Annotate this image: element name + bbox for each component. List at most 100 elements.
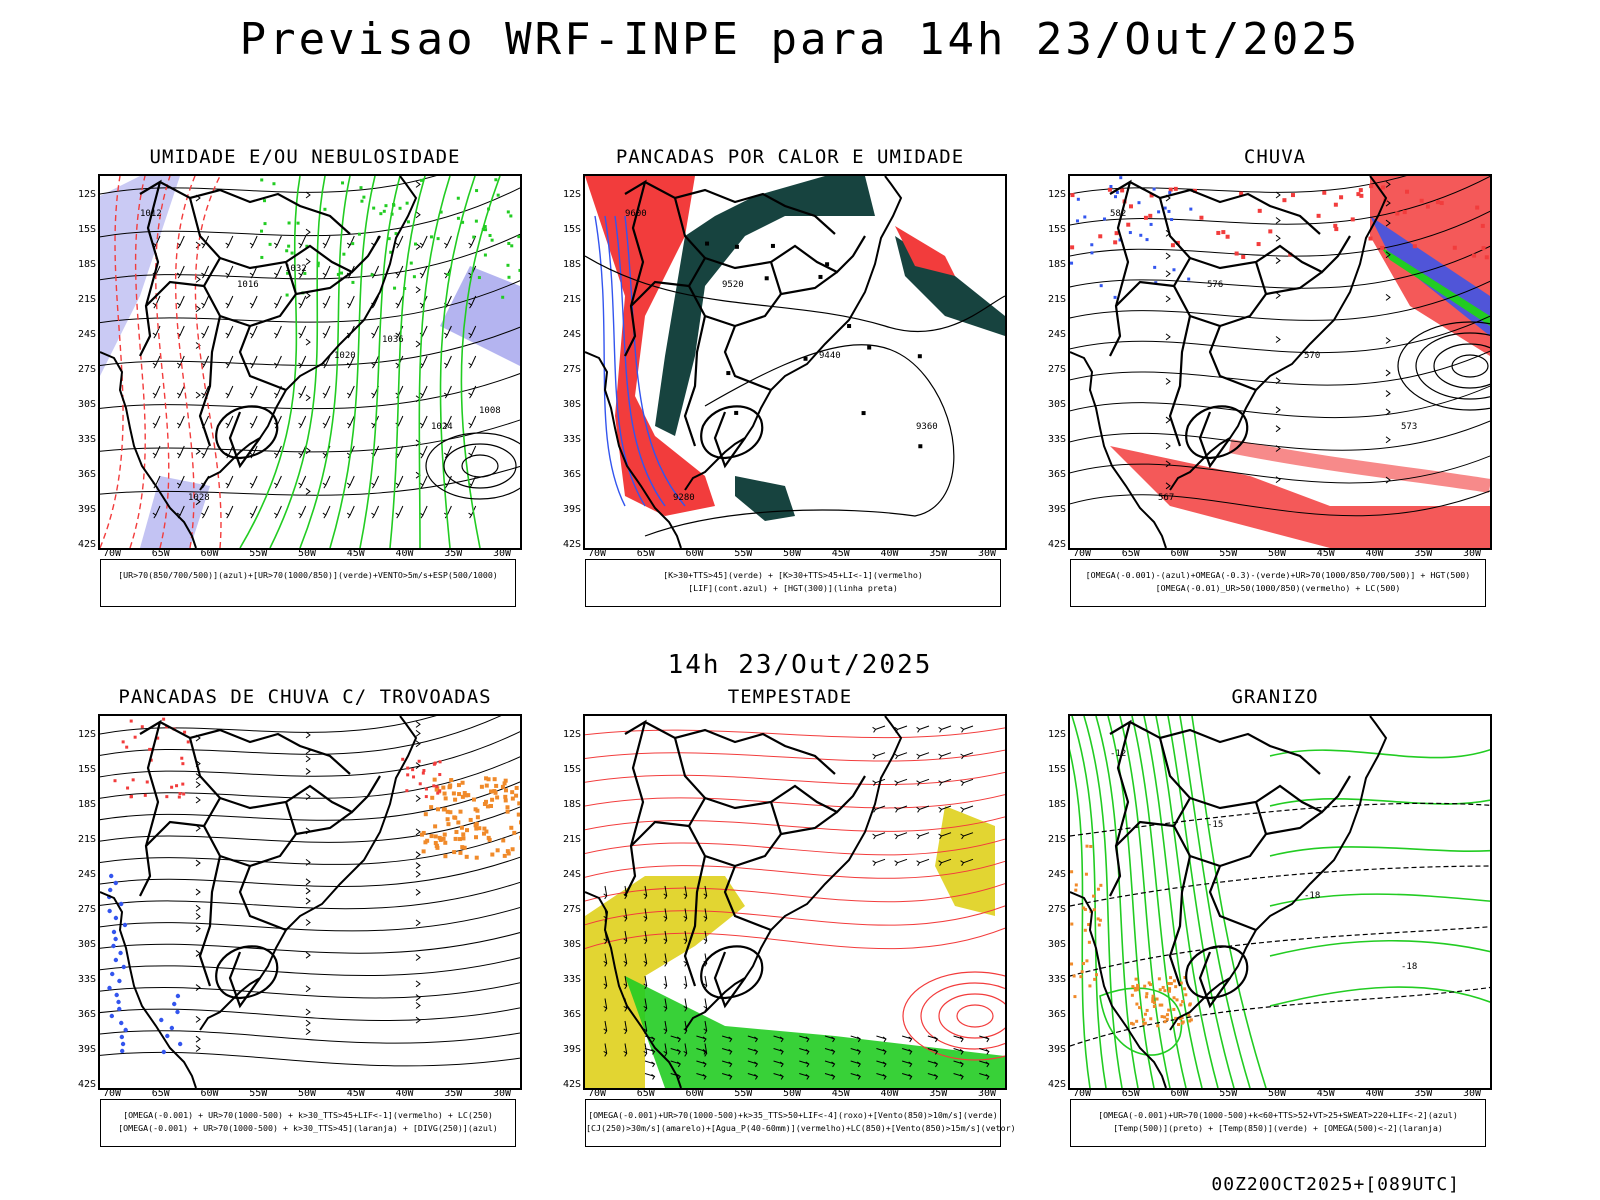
- lon-tick-label: 35W: [929, 548, 948, 559]
- legend-line: [K>30+TTS>45](verde) + [K>30+TTS>45+LI<-…: [663, 570, 923, 580]
- weather-map-chuva: 582 576 570 573 567: [1070, 176, 1490, 548]
- lat-tick-label: 36S: [562, 469, 581, 480]
- lon-tick-label: 65W: [636, 548, 655, 559]
- lat-tick-label: 18S: [1047, 799, 1066, 810]
- lat-tick-label: 15S: [77, 224, 96, 235]
- lon-tick-label: 65W: [151, 1088, 170, 1099]
- lat-tick-label: 12S: [562, 189, 581, 200]
- contour-value-label: 1008: [479, 406, 501, 416]
- lat-tick-label: 39S: [77, 1044, 96, 1055]
- lat-tick-label: 33S: [1047, 434, 1066, 445]
- map-canvas: -12 -15 -18 -18: [1068, 714, 1492, 1090]
- legend-line: [CJ(250)>30m/s](amarelo)+[Agua_P(40-60mm…: [586, 1123, 1016, 1133]
- panel-title: CHUVA: [1243, 146, 1307, 168]
- lat-tick-label: 36S: [1047, 1009, 1066, 1020]
- panel-title: GRANIZO: [1231, 686, 1319, 708]
- legend-line: [UR>70(850/700/500)](azul)+[UR>70(1000/8…: [118, 570, 498, 580]
- lon-tick-label: 35W: [444, 548, 463, 559]
- lon-tick-label: 35W: [1414, 1088, 1433, 1099]
- lat-tick-label: 18S: [1047, 259, 1066, 270]
- lon-tick-label: 55W: [1219, 548, 1238, 559]
- contour-value-label: 570: [1304, 351, 1320, 361]
- run-timestamp: 00Z20OCT2025+[089UTC]: [1211, 1174, 1460, 1195]
- lon-tick-label: 55W: [1219, 1088, 1238, 1099]
- lat-tick-label: 27S: [1047, 904, 1066, 915]
- lon-tick-label: 60W: [200, 1088, 219, 1099]
- lat-tick-label: 24S: [1047, 869, 1066, 880]
- lon-tick-label: 30W: [1462, 548, 1482, 559]
- lat-tick-label: 36S: [77, 469, 96, 480]
- contour-value-label: 9280: [673, 493, 695, 503]
- lat-tick-label: 24S: [562, 329, 581, 340]
- lon-tick-label: 50W: [1267, 548, 1287, 559]
- panel-title: TEMPESTADE: [727, 686, 853, 708]
- lat-tick-label: 36S: [77, 1009, 96, 1020]
- lon-tick-label: 45W: [346, 1088, 365, 1099]
- lon-tick-label: 55W: [734, 1088, 753, 1099]
- map-panel-umidade: UMIDADE E/OU NEBULOSIDADE 12S 15S 18S 21S 24S…: [70, 146, 540, 636]
- lat-tick-label: 21S: [562, 834, 581, 845]
- lat-tick-label: 21S: [77, 834, 96, 845]
- lon-tick-label: 45W: [1316, 548, 1335, 559]
- lon-tick-label: 40W: [1365, 548, 1384, 559]
- weather-map-tempestade: [585, 716, 1005, 1088]
- contour-value-label: 582: [1110, 209, 1126, 219]
- main-title: Previsao WRF-INPE para 14h 23/Out/2025: [239, 14, 1361, 65]
- lat-tick-label: 18S: [562, 799, 581, 810]
- map-panel-chuva: CHUVA 12S 15S 18S 21S 24S 27S 30S 33S 36S 39S 42S 70…: [1040, 146, 1510, 636]
- legend-line: [OMEGA(-0.001) + UR>70(1000-500) + k>30_…: [118, 1123, 498, 1133]
- map-panel-pancadas-trovoadas: PANCADAS DE CHUVA C/ TROVOADAS 12S 15S 18S 2…: [70, 686, 540, 1176]
- lon-tick-label: 65W: [1121, 1088, 1140, 1099]
- lat-tick-label: 30S: [1047, 939, 1066, 950]
- lat-tick-label: 12S: [77, 189, 96, 200]
- lon-tick-label: 45W: [1316, 1088, 1335, 1099]
- lat-tick-label: 15S: [562, 224, 581, 235]
- contour-value-label: 567: [1158, 493, 1174, 503]
- lon-tick-label: 30W: [492, 1088, 512, 1099]
- lon-tick-label: 65W: [636, 1088, 655, 1099]
- lat-tick-label: 15S: [1047, 764, 1066, 775]
- contour-value-label: 576: [1207, 280, 1223, 290]
- panel-title: UMIDADE E/OU NEBULOSIDADE: [149, 146, 461, 168]
- weather-map-granizo: -12 -15 -18 -18: [1070, 716, 1490, 1088]
- panel-title: PANCADAS DE CHUVA C/ TROVOADAS: [118, 686, 492, 708]
- lat-tick-label: 39S: [77, 504, 96, 515]
- lat-tick-label: 15S: [1047, 224, 1066, 235]
- lat-tick-label: 18S: [77, 799, 96, 810]
- lon-tick-label: 40W: [880, 548, 899, 559]
- map-canvas: 582 576 570 573 567: [1068, 174, 1492, 550]
- lat-tick-label: 33S: [77, 434, 96, 445]
- lon-tick-label: 60W: [685, 1088, 704, 1099]
- lat-tick-label: 21S: [562, 294, 581, 305]
- lon-tick-label: 70W: [1072, 1088, 1092, 1099]
- contour-value-label: 1012: [140, 209, 162, 219]
- panel-legend: [UR>70(850/700/500)](azul)+[UR>70(1000/8…: [100, 559, 516, 607]
- contour-value-label: -18: [1401, 962, 1417, 972]
- lon-tick-label: 70W: [587, 1088, 607, 1099]
- lat-tick-label: 24S: [1047, 329, 1066, 340]
- lon-tick-label: 50W: [297, 1088, 317, 1099]
- lat-tick-label: 36S: [562, 1009, 581, 1020]
- lat-tick-label: 42S: [1047, 539, 1066, 550]
- lat-tick-label: 15S: [77, 764, 96, 775]
- panel-legend: [OMEGA(-0.001)+UR>70(1000-500)+k<60+TTS>…: [1070, 1099, 1486, 1147]
- lat-tick-label: 24S: [77, 329, 96, 340]
- lon-tick-label: 60W: [200, 548, 219, 559]
- contour-value-label: 1032: [285, 264, 307, 274]
- lat-tick-label: 27S: [77, 364, 96, 375]
- map-panel-tempestade: TEMPESTADE 12S 15S 18S 21S 24S 27S 30S 33S 36S 39S…: [555, 686, 1025, 1176]
- lat-tick-label: 12S: [1047, 189, 1066, 200]
- lon-tick-label: 50W: [1267, 1088, 1287, 1099]
- lat-tick-label: 42S: [562, 539, 581, 550]
- lat-tick-label: 30S: [562, 399, 581, 410]
- contour-value-label: -12: [1110, 749, 1126, 759]
- legend-line: [LIF](cont.azul) + [HGT(300)](linha pret…: [688, 583, 898, 593]
- lon-tick-label: 70W: [587, 548, 607, 559]
- lat-tick-label: 39S: [562, 1044, 581, 1055]
- legend-line: [OMEGA(-0.01)_UR>50(1000/850)(vermelho) …: [1155, 583, 1401, 593]
- lat-tick-label: 12S: [1047, 729, 1066, 740]
- lon-tick-label: 50W: [782, 548, 802, 559]
- lat-tick-label: 21S: [1047, 834, 1066, 845]
- lat-tick-label: 30S: [562, 939, 581, 950]
- lat-tick-label: 27S: [562, 364, 581, 375]
